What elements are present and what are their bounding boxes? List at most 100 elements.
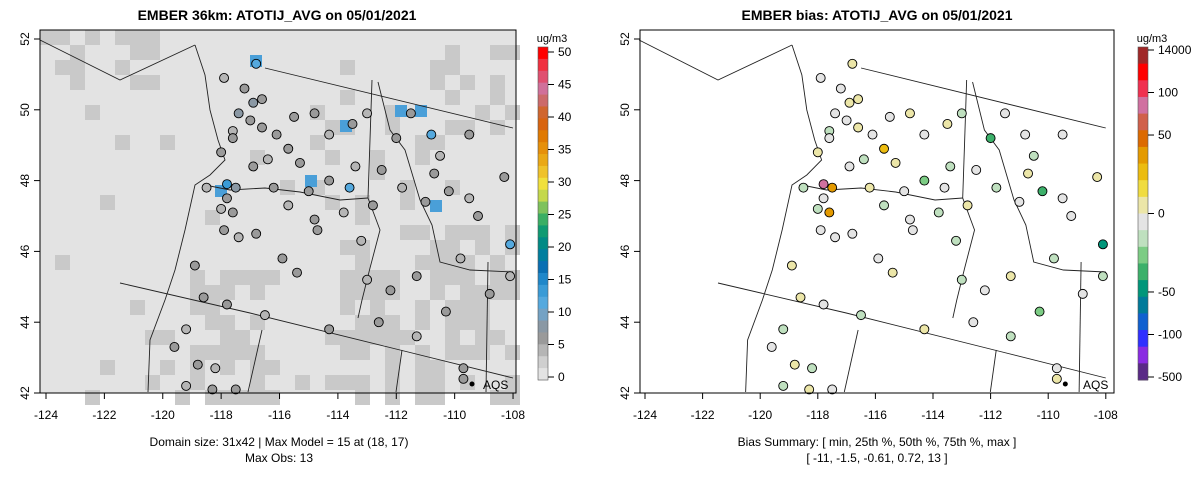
model-grid-cell (415, 255, 430, 270)
colorbar-tick-label: 0 (1158, 207, 1165, 221)
station-marker (807, 363, 817, 374)
model-grid-cell (490, 90, 505, 105)
station-marker (283, 200, 294, 211)
model-grid-cell (445, 330, 460, 345)
station-marker (309, 108, 320, 119)
station-marker (458, 373, 469, 384)
station-marker (933, 207, 944, 218)
station-marker (262, 154, 273, 165)
station-marker (324, 324, 335, 335)
model-grid-cell (250, 360, 265, 375)
station-marker (385, 285, 396, 296)
station-marker (804, 384, 815, 395)
model-grid-cell-high (430, 200, 442, 212)
boundary-line (860, 67, 1106, 129)
model-grid-cell (460, 75, 475, 90)
aqs-legend-marker (1062, 381, 1068, 387)
model-grid-cell (295, 375, 310, 390)
model-grid-cell (220, 330, 235, 345)
x-tick-label: -118 (806, 408, 829, 422)
y-tick-label: 48 (18, 174, 32, 188)
model-grid-cell (130, 75, 145, 90)
station-marker (795, 292, 806, 303)
model-grid-cell (70, 60, 85, 75)
model-grid-cell (475, 240, 490, 255)
station-marker (1097, 239, 1108, 250)
colorbar-tick-label: 50 (1158, 128, 1172, 142)
x-tick-label: -120 (748, 408, 772, 422)
station-marker (189, 260, 200, 271)
model-grid-cell (130, 30, 145, 45)
model-grid-cell (415, 150, 430, 165)
model-map-panel: -124 -122 -120 -118 -116 -114 -112 -110 -108 42 44… (18, 29, 572, 422)
station-marker (257, 94, 267, 105)
right-legend-aqs: AQS (1083, 378, 1108, 392)
station-marker (956, 108, 967, 119)
y-tick-label: 46 (18, 244, 32, 258)
colorbar-segment (1138, 263, 1148, 281)
model-grid-cell (370, 150, 385, 165)
station-marker (1000, 108, 1010, 119)
station-marker (766, 342, 777, 352)
station-marker (1077, 288, 1088, 299)
station-marker (435, 150, 446, 161)
station-marker (259, 310, 270, 321)
colorbar-segment (1138, 213, 1148, 231)
colorbar-frame (537, 46, 549, 381)
station-marker (499, 172, 510, 183)
left-legend-aqs: AQS (483, 378, 508, 392)
colorbar-segment (538, 189, 548, 203)
colorbar-segment (1138, 363, 1148, 381)
station-marker (884, 111, 895, 122)
model-grid-cell (265, 270, 280, 285)
model-grid-cell (175, 390, 190, 405)
model-grid-cell (235, 270, 250, 285)
station-marker (277, 253, 288, 264)
model-grid-cell (250, 375, 265, 390)
station-marker (245, 115, 256, 126)
station-marker (181, 380, 192, 391)
model-grid-cell (130, 45, 145, 60)
station-marker (239, 83, 250, 94)
station-marker (251, 228, 262, 239)
station-marker (411, 331, 422, 342)
station-marker (905, 214, 915, 225)
model-grid-cell (355, 390, 370, 405)
colorbar-tick-label: 30 (558, 175, 572, 189)
station-marker (827, 182, 838, 193)
model-grid-cell (160, 135, 175, 150)
model-grid-cell (355, 315, 370, 330)
model-grid-cell (100, 195, 115, 210)
colorbar-segment (1138, 130, 1148, 148)
y-tick-label: 42 (18, 386, 32, 400)
model-grid-cell (340, 240, 355, 255)
model-grid-cell-high (415, 105, 427, 117)
colorbar-tick-label: 40 (558, 110, 572, 124)
station-marker (786, 260, 797, 271)
station-marker (985, 133, 996, 144)
colorbar-tick-label: 0 (558, 370, 565, 384)
model-grid-cell (325, 195, 340, 210)
station-marker (1057, 129, 1068, 140)
station-marker (257, 122, 267, 133)
model-grid-cell (370, 300, 385, 315)
colorbar-segment (538, 308, 548, 322)
station-marker (248, 97, 259, 108)
station-marker (856, 310, 866, 321)
model-grid-cell (445, 45, 460, 60)
x-tick-label: -114 (921, 408, 944, 422)
station-marker (830, 108, 841, 119)
model-grid-cell (85, 105, 100, 120)
station-marker (853, 94, 864, 105)
station-marker (207, 384, 218, 395)
colorbar-segment (1138, 80, 1148, 98)
station-marker (222, 193, 232, 204)
station-marker (778, 380, 789, 391)
station-marker (778, 324, 789, 335)
model-grid-cell (505, 45, 520, 60)
station-marker (815, 72, 826, 83)
station-marker (251, 58, 262, 69)
colorbar-segment (538, 213, 548, 226)
station-marker (858, 154, 869, 165)
model-grid-cell (445, 120, 460, 135)
